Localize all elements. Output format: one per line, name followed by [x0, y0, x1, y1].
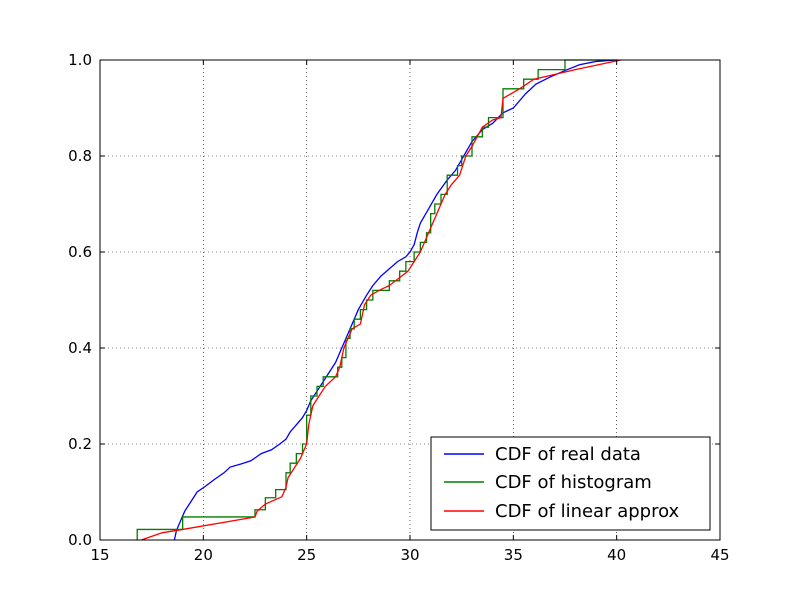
- x-tick-label: 15: [90, 546, 109, 564]
- x-tick-label: 20: [194, 546, 213, 564]
- legend: CDF of real data CDF of histogram CDF of…: [430, 436, 711, 531]
- x-tick-label: 35: [504, 546, 523, 564]
- y-tick-label: 0.8: [68, 147, 92, 165]
- x-tick-label: 45: [710, 546, 729, 564]
- series-line-linear-approx: [141, 59, 621, 541]
- series-line-real-data: [173, 59, 617, 541]
- series-layer: [136, 59, 621, 541]
- y-tick-label: 0.2: [68, 435, 92, 453]
- y-tick-label: 0.4: [68, 339, 92, 357]
- x-tick-label: 30: [400, 546, 419, 564]
- legend-box: [430, 436, 711, 531]
- grid: [100, 60, 720, 540]
- y-tick-label: 0.0: [68, 531, 92, 549]
- y-tick-label: 1.0: [68, 51, 92, 69]
- x-tick-label: 40: [607, 546, 626, 564]
- y-tick-label: 0.6: [68, 243, 92, 261]
- ticks: 15 20 25 30 35 40 45 0.0 0.2 0.4 0.6 0.8 1.0: [68, 51, 729, 564]
- legend-label-linear: CDF of linear approx: [495, 501, 680, 522]
- x-tick-label: 25: [297, 546, 316, 564]
- legend-label-histogram: CDF of histogram: [495, 472, 652, 493]
- legend-label-real: CDF of real data: [495, 444, 641, 465]
